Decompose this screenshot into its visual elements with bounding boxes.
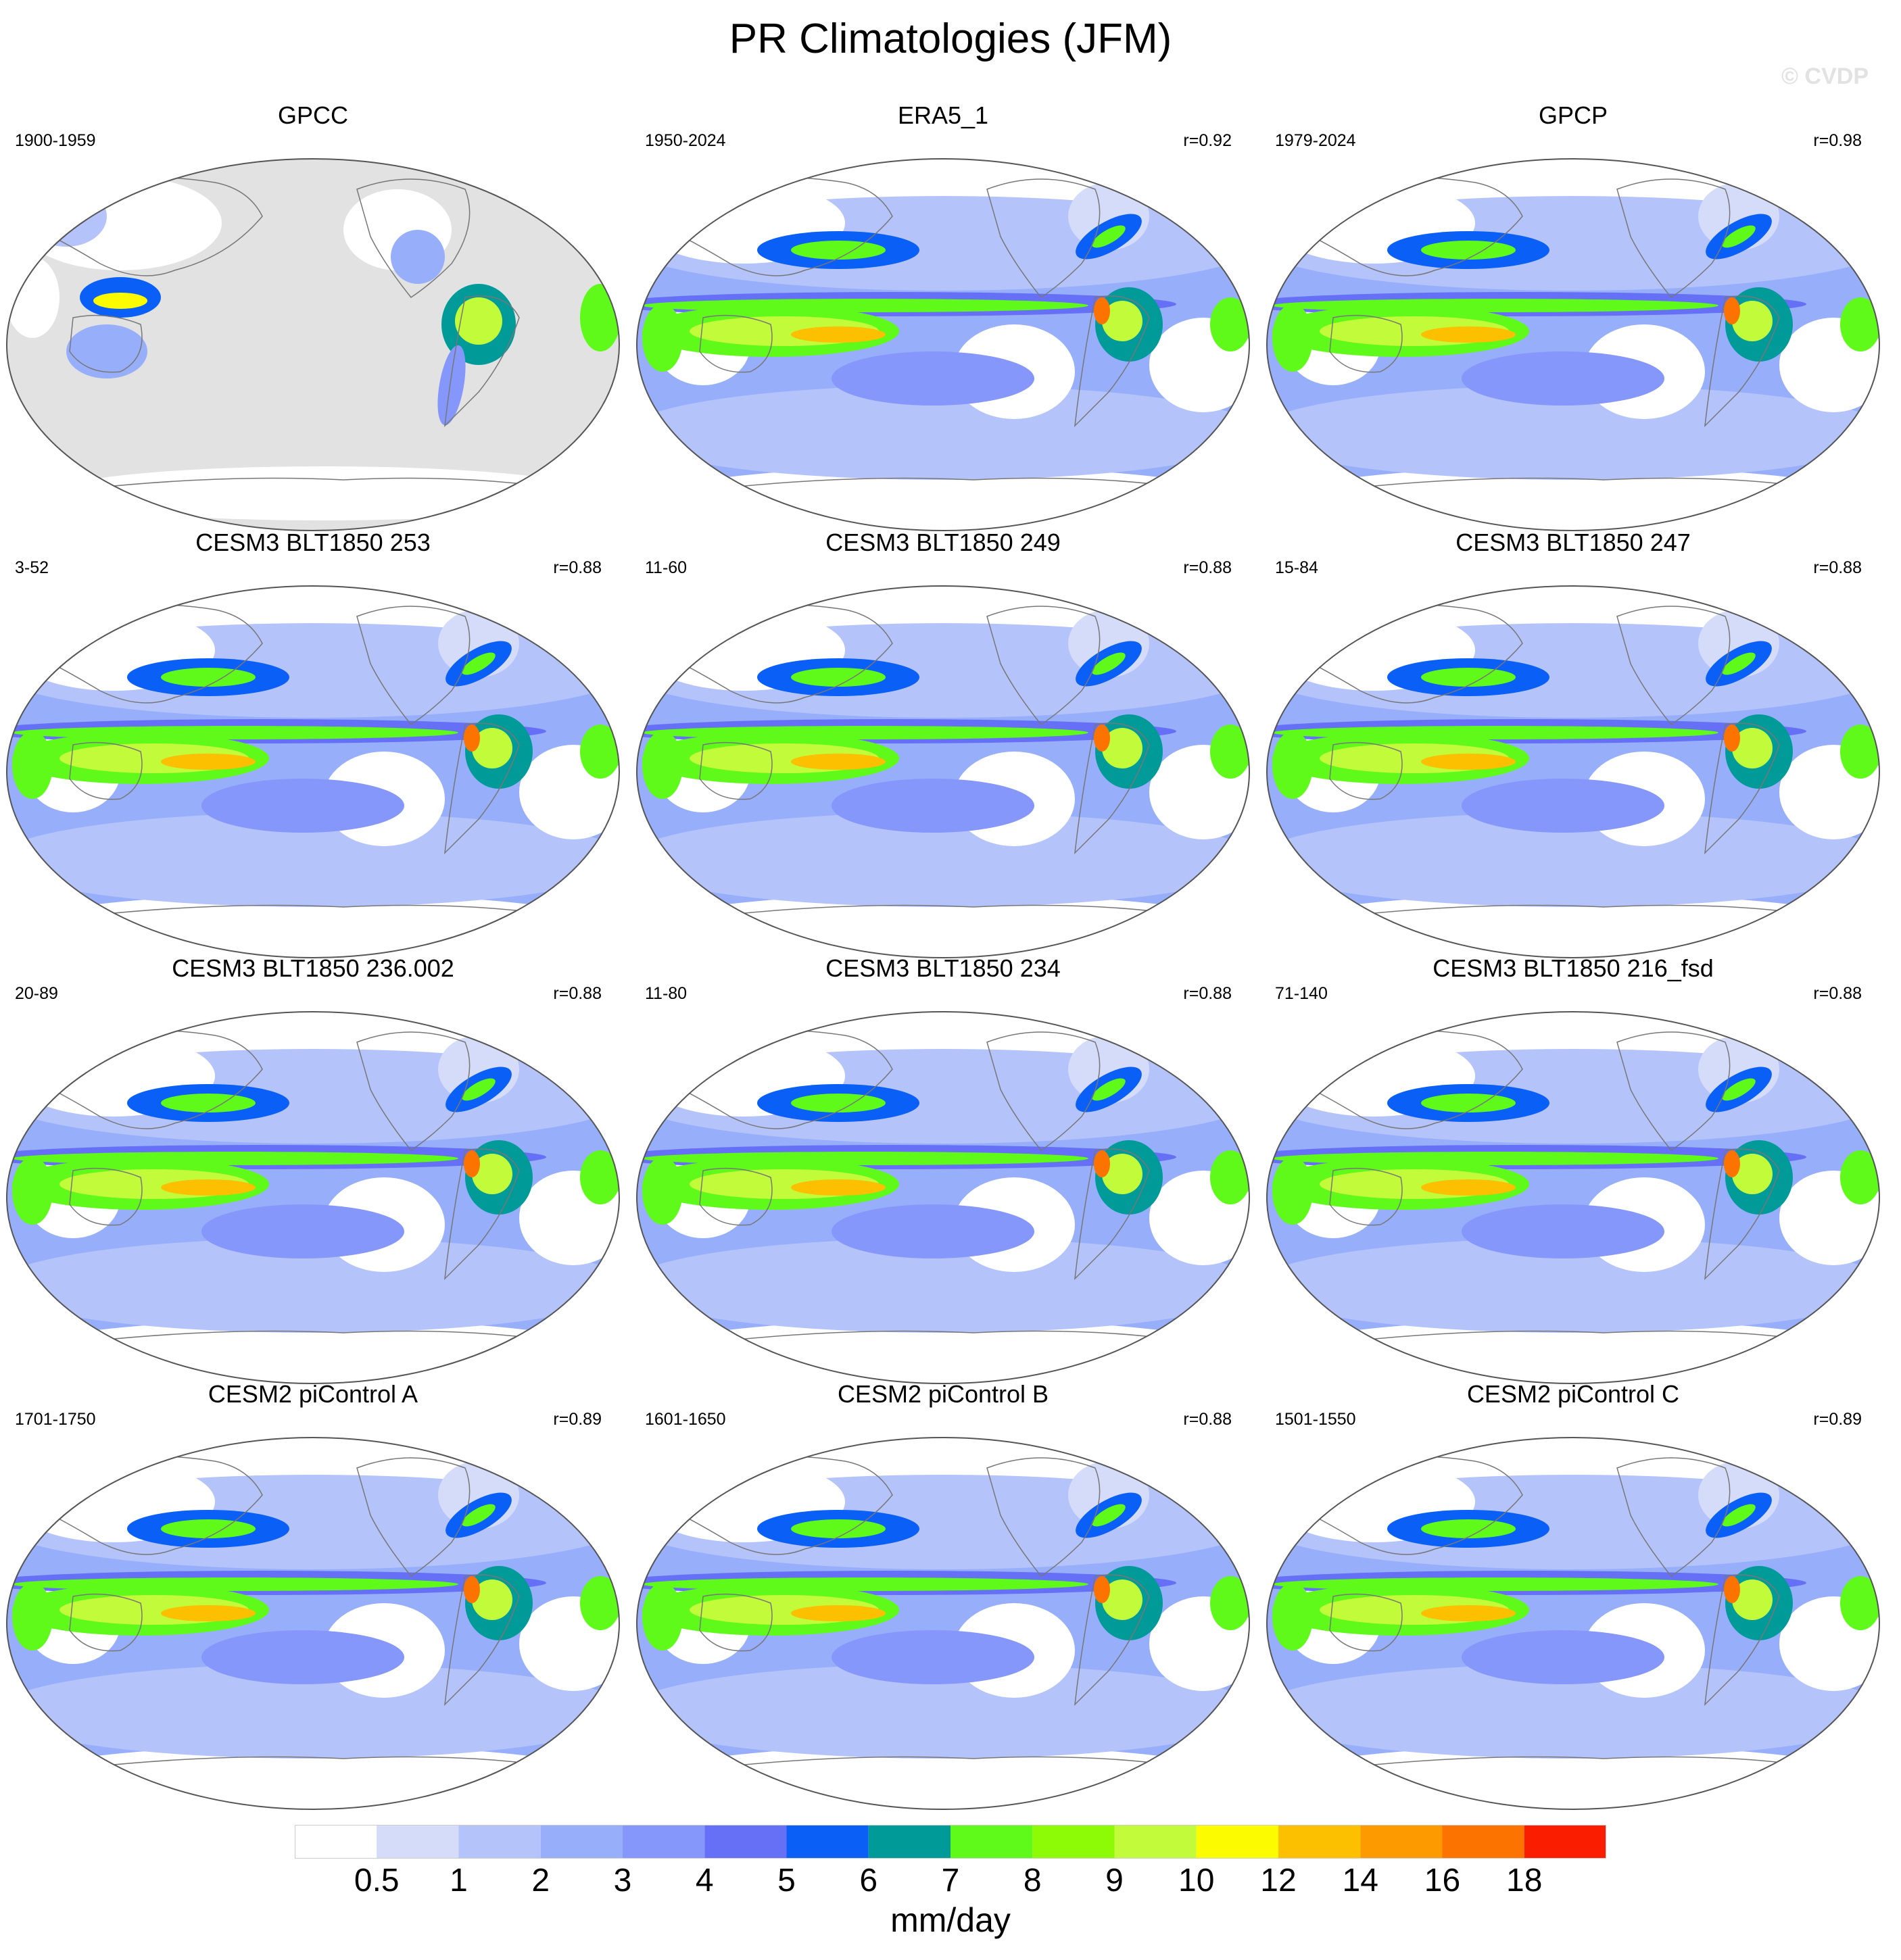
map-panel: CESM2 piControl B 1601-1650 r=0.88 — [635, 1380, 1251, 1819]
colorbar-swatch — [377, 1825, 459, 1859]
colorbar-swatch — [1524, 1825, 1606, 1859]
panel-years: 11-80 — [645, 984, 688, 1003]
colorbar-swatch — [1360, 1825, 1443, 1859]
colorbar — [295, 1825, 1606, 1859]
panel-title: CESM3 BLT1850 249 — [825, 529, 1061, 556]
colorbar-tick: 9 — [1105, 1863, 1124, 1898]
panel-correlation: r=0.88 — [553, 984, 602, 1003]
panel-title: ERA5_1 — [897, 101, 989, 129]
watermark-logo: © CVDP — [1781, 64, 1869, 89]
colorbar-tick: 10 — [1178, 1863, 1215, 1898]
panel-years: 71-140 — [1275, 984, 1328, 1003]
panel-years: 1601-1650 — [645, 1410, 726, 1429]
robinson-map — [1266, 585, 1880, 958]
panel-title: CESM3 BLT1850 216_fsd — [1433, 954, 1714, 982]
robinson-map — [636, 585, 1250, 958]
figure-title: PR Climatologies (JFM) — [729, 16, 1172, 62]
robinson-map — [6, 158, 620, 531]
panel-correlation: r=0.88 — [1183, 558, 1232, 577]
panel-title: GPCP — [1538, 101, 1608, 129]
colorbar-tick: 2 — [531, 1863, 550, 1898]
colorbar-swatch — [1196, 1825, 1278, 1859]
robinson-map — [636, 1437, 1250, 1810]
robinson-map — [6, 1437, 620, 1810]
colorbar-tick: 8 — [1023, 1863, 1042, 1898]
colorbar-tick-labels: 0.5 1 2 3 4 5 6 7 8 9 10 12 14 16 18 — [295, 1862, 1606, 1903]
panel-title: GPCC — [277, 101, 348, 129]
robinson-map — [6, 1011, 620, 1384]
colorbar-units: mm/day — [890, 1901, 1011, 1939]
panel-years: 11-60 — [645, 558, 688, 577]
panel-title: CESM2 piControl B — [837, 1380, 1049, 1408]
map-panel: CESM3 BLT1850 253 3-52 r=0.88 — [5, 529, 621, 968]
map-panel: CESM3 BLT1850 234 11-80 r=0.88 — [635, 954, 1251, 1394]
colorbar-swatch — [1032, 1825, 1115, 1859]
map-panel: GPCC 1900-1959 — [5, 101, 621, 541]
panel-correlation: r=0.98 — [1813, 131, 1862, 150]
panel-correlation: r=0.92 — [1183, 131, 1232, 150]
panel-title: CESM3 BLT1850 234 — [825, 954, 1061, 982]
panel-years: 1701-1750 — [15, 1410, 96, 1429]
colorbar-swatch — [540, 1825, 623, 1859]
panel-correlation: r=0.88 — [1183, 984, 1232, 1003]
robinson-map — [636, 158, 1250, 531]
robinson-map — [1266, 158, 1880, 531]
colorbar-tick: 12 — [1260, 1863, 1297, 1898]
panel-correlation: r=0.88 — [1813, 558, 1862, 577]
panel-title: CESM2 piControl A — [208, 1380, 418, 1408]
panel-title: CESM3 BLT1850 236.002 — [172, 954, 454, 982]
colorbar-swatch — [295, 1825, 377, 1859]
panel-years: 1979-2024 — [1275, 131, 1356, 150]
robinson-map — [1266, 1011, 1880, 1384]
panel-title: CESM3 BLT1850 253 — [195, 529, 431, 556]
colorbar-tick: 0.5 — [354, 1863, 400, 1898]
colorbar-tick: 16 — [1424, 1863, 1461, 1898]
panel-correlation: r=0.89 — [553, 1410, 602, 1429]
map-panel: CESM3 BLT1850 236.002 20-89 r=0.88 — [5, 954, 621, 1394]
panel-correlation: r=0.88 — [1813, 984, 1862, 1003]
panel-years: 1900-1959 — [15, 131, 96, 150]
colorbar-tick: 5 — [777, 1863, 796, 1898]
panel-years: 1501-1550 — [1275, 1410, 1356, 1429]
panel-years: 15-84 — [1275, 558, 1318, 577]
map-panel: CESM3 BLT1850 247 15-84 r=0.88 — [1266, 529, 1881, 968]
map-panel: CESM3 BLT1850 249 11-60 r=0.88 — [635, 529, 1251, 968]
colorbar-swatch — [458, 1825, 541, 1859]
map-panel: CESM2 piControl C 1501-1550 r=0.89 — [1266, 1380, 1881, 1819]
colorbar-tick: 1 — [450, 1863, 468, 1898]
map-panel: CESM2 piControl A 1701-1750 r=0.89 — [5, 1380, 621, 1819]
panel-correlation: r=0.89 — [1813, 1410, 1862, 1429]
panel-title: CESM3 BLT1850 247 — [1455, 529, 1691, 556]
colorbar-tick: 6 — [859, 1863, 878, 1898]
panel-title: CESM2 piControl C — [1466, 1380, 1680, 1408]
colorbar-swatch — [623, 1825, 705, 1859]
robinson-map — [1266, 1437, 1880, 1810]
map-panel: ERA5_1 1950-2024 r=0.92 — [635, 101, 1251, 541]
colorbar-swatch — [1278, 1825, 1361, 1859]
robinson-map — [636, 1011, 1250, 1384]
panel-correlation: r=0.88 — [553, 558, 602, 577]
map-panel: GPCP 1979-2024 r=0.98 — [1266, 101, 1881, 541]
colorbar-tick: 18 — [1506, 1863, 1543, 1898]
colorbar-tick: 14 — [1342, 1863, 1378, 1898]
panel-years: 3-52 — [15, 558, 49, 577]
colorbar-tick: 4 — [695, 1863, 714, 1898]
panel-correlation: r=0.88 — [1183, 1410, 1232, 1429]
colorbar-swatch — [1442, 1825, 1524, 1859]
colorbar-swatch — [868, 1825, 950, 1859]
colorbar-swatch — [786, 1825, 869, 1859]
colorbar-tick: 3 — [613, 1863, 632, 1898]
colorbar-tick: 7 — [941, 1863, 960, 1898]
map-panel: CESM3 BLT1850 216_fsd 71-140 r=0.88 — [1266, 954, 1881, 1394]
colorbar-swatch — [704, 1825, 787, 1859]
colorbar-swatch — [950, 1825, 1033, 1859]
robinson-map — [6, 585, 620, 958]
colorbar-swatch — [1114, 1825, 1197, 1859]
panel-years: 1950-2024 — [645, 131, 726, 150]
panel-years: 20-89 — [15, 984, 58, 1003]
